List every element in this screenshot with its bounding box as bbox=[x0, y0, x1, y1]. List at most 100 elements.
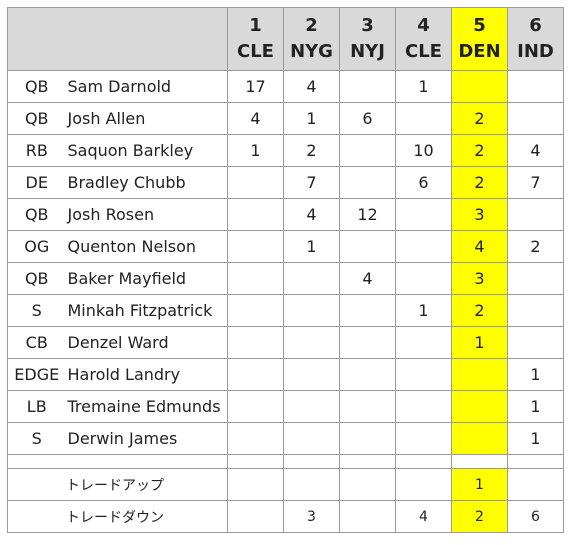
count-cell: 1 bbox=[507, 358, 564, 391]
count-cell: 2 bbox=[451, 166, 508, 199]
trade-label: トレードアップ bbox=[7, 468, 228, 501]
count-cell bbox=[339, 70, 396, 103]
count-cell bbox=[339, 326, 396, 359]
count-cell bbox=[227, 500, 284, 533]
count-cell bbox=[339, 500, 396, 533]
pick-header-3: 3 NYJ bbox=[339, 7, 396, 71]
count-cell bbox=[283, 326, 340, 359]
count-cell: 1 bbox=[395, 294, 452, 327]
pick-header-4: 4 CLE bbox=[395, 7, 452, 71]
table-row: QB Sam Darnold 17 4 1 bbox=[7, 70, 564, 103]
count-cell bbox=[227, 294, 284, 327]
count-cell: 1 bbox=[451, 468, 508, 501]
count-cell: 12 bbox=[339, 198, 396, 231]
table-row: RB Saquon Barkley 1 2 10 2 4 bbox=[7, 134, 564, 167]
count-cell: 1 bbox=[395, 70, 452, 103]
count-cell bbox=[227, 166, 284, 199]
count-cell: 17 bbox=[227, 70, 284, 103]
count-cell bbox=[283, 262, 340, 295]
trade-row: トレードアップ 1 bbox=[7, 468, 564, 501]
table-row: S Derwin James 1 bbox=[7, 422, 564, 455]
player-position: QB bbox=[7, 102, 66, 135]
pick-team: CLE bbox=[405, 41, 442, 62]
mock-draft-table: 1 CLE 2 NYG 3 NYJ 4 CLE 5 DEN 6 IND QB Sam Dar… bbox=[7, 7, 564, 533]
count-cell bbox=[339, 358, 396, 391]
player-position: LB bbox=[7, 390, 66, 423]
count-cell: 4 bbox=[283, 70, 340, 103]
table-row: OG Quenton Nelson 1 4 2 bbox=[7, 230, 564, 263]
spacer-cell bbox=[395, 454, 452, 469]
pick-header-5: 5 DEN bbox=[451, 7, 508, 71]
count-cell bbox=[451, 390, 508, 423]
player-position: S bbox=[7, 422, 66, 455]
count-cell bbox=[227, 230, 284, 263]
count-cell bbox=[395, 262, 452, 295]
count-cell bbox=[507, 70, 564, 103]
pick-team: DEN bbox=[458, 41, 501, 62]
trade-row: トレードダウン 3 4 2 6 bbox=[7, 500, 564, 533]
count-cell: 2 bbox=[451, 134, 508, 167]
count-cell: 2 bbox=[283, 134, 340, 167]
pick-team: CLE bbox=[237, 41, 274, 62]
spacer-cell bbox=[227, 454, 284, 469]
pick-header-6: 6 IND bbox=[507, 7, 564, 71]
pick-number: 2 bbox=[305, 15, 318, 36]
count-cell: 1 bbox=[227, 134, 284, 167]
count-cell bbox=[227, 262, 284, 295]
player-position: OG bbox=[7, 230, 66, 263]
count-cell bbox=[451, 358, 508, 391]
player-name: Harold Landry bbox=[65, 358, 228, 391]
player-name: Quenton Nelson bbox=[65, 230, 228, 263]
player-name: Saquon Barkley bbox=[65, 134, 228, 167]
count-cell bbox=[507, 102, 564, 135]
count-cell bbox=[395, 358, 452, 391]
table-row: LB Tremaine Edmunds 1 bbox=[7, 390, 564, 423]
count-cell bbox=[339, 294, 396, 327]
pick-number: 4 bbox=[417, 15, 430, 36]
count-cell: 4 bbox=[507, 134, 564, 167]
pick-header-2: 2 NYG bbox=[283, 7, 340, 71]
count-cell: 2 bbox=[451, 294, 508, 327]
player-position: RB bbox=[7, 134, 66, 167]
player-name: Tremaine Edmunds bbox=[65, 390, 228, 423]
player-name: Minkah Fitzpatrick bbox=[65, 294, 228, 327]
count-cell bbox=[227, 358, 284, 391]
count-cell bbox=[283, 294, 340, 327]
count-cell bbox=[283, 390, 340, 423]
count-cell bbox=[395, 468, 452, 501]
player-name: Baker Mayfield bbox=[65, 262, 228, 295]
player-position: QB bbox=[7, 70, 66, 103]
count-cell bbox=[451, 70, 508, 103]
pick-team: NYG bbox=[290, 41, 333, 62]
count-cell bbox=[395, 198, 452, 231]
player-name: Josh Rosen bbox=[65, 198, 228, 231]
count-cell: 6 bbox=[395, 166, 452, 199]
count-cell bbox=[227, 326, 284, 359]
count-cell: 4 bbox=[451, 230, 508, 263]
count-cell: 3 bbox=[451, 262, 508, 295]
table-row: DE Bradley Chubb 7 6 2 7 bbox=[7, 166, 564, 199]
count-cell bbox=[395, 102, 452, 135]
table-row: QB Josh Rosen 4 12 3 bbox=[7, 198, 564, 231]
count-cell: 2 bbox=[507, 230, 564, 263]
count-cell: 1 bbox=[283, 230, 340, 263]
count-cell bbox=[283, 468, 340, 501]
count-cell: 1 bbox=[283, 102, 340, 135]
pick-number: 1 bbox=[249, 15, 262, 36]
count-cell bbox=[227, 422, 284, 455]
player-name: Bradley Chubb bbox=[65, 166, 228, 199]
table-row: EDGE Harold Landry 1 bbox=[7, 358, 564, 391]
spacer-cell bbox=[339, 454, 396, 469]
player-position: EDGE bbox=[7, 358, 66, 391]
player-name: Josh Allen bbox=[65, 102, 228, 135]
header-row: 1 CLE 2 NYG 3 NYJ 4 CLE 5 DEN 6 IND bbox=[7, 7, 564, 71]
count-cell: 4 bbox=[227, 102, 284, 135]
pick-team: IND bbox=[517, 41, 554, 62]
count-cell bbox=[339, 422, 396, 455]
spacer-cell bbox=[283, 454, 340, 469]
count-cell bbox=[507, 262, 564, 295]
count-cell: 2 bbox=[451, 102, 508, 135]
spacer-cell bbox=[507, 454, 564, 469]
count-cell: 3 bbox=[451, 198, 508, 231]
count-cell: 10 bbox=[395, 134, 452, 167]
